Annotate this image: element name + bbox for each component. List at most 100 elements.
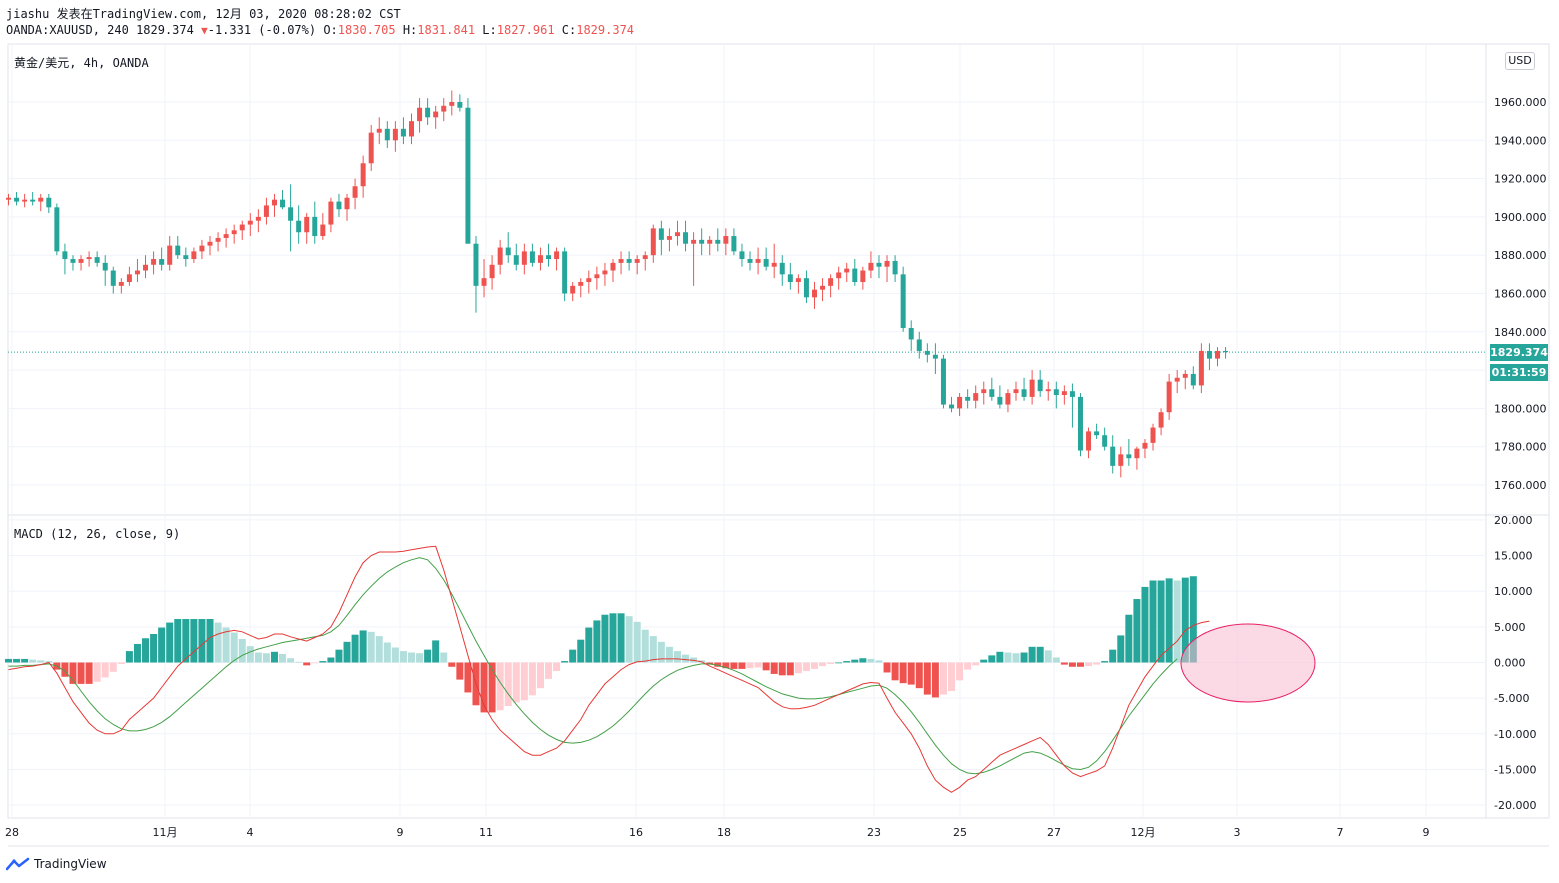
histogram-bar — [827, 662, 835, 664]
macd-tick-label: 20.000 — [1494, 514, 1533, 527]
histogram-bar — [964, 662, 972, 670]
histogram-bar — [166, 622, 174, 663]
publish-info: jiashu 发表在TradingView.com, 12月 03, 2020 … — [6, 7, 401, 21]
time-tick-label: 7 — [1337, 826, 1344, 839]
highlight-ellipse — [1180, 623, 1316, 703]
candle-body — [570, 285, 576, 294]
candle-body — [747, 259, 753, 263]
time-tick-label: 9 — [397, 826, 404, 839]
candle-body — [215, 237, 221, 242]
candle-body — [965, 396, 971, 401]
histogram-bar — [456, 662, 464, 680]
histogram-bar — [270, 651, 278, 663]
candle-body — [860, 270, 866, 283]
candle-body — [521, 251, 527, 265]
currency-badge[interactable]: USD — [1505, 52, 1535, 70]
candle-body — [328, 201, 334, 225]
candle-body — [417, 107, 423, 122]
time-tick-label: 16 — [629, 826, 643, 839]
histogram-bar — [133, 643, 141, 663]
bar-countdown-tag: 01:31:59 — [1490, 364, 1548, 381]
symbol-interval: OANDA:XAUUSD, 240 — [6, 23, 129, 37]
histogram-bar — [625, 616, 633, 663]
macd-line — [8, 545, 1210, 793]
candle-body — [304, 216, 310, 233]
histogram-bar — [432, 640, 440, 663]
candle-body — [892, 260, 898, 275]
candle-body — [126, 274, 132, 283]
candle-body — [223, 234, 229, 238]
histogram-bar — [391, 647, 399, 663]
histogram-bar — [617, 613, 625, 663]
signal-line — [8, 557, 1178, 775]
histogram-bar — [206, 619, 214, 663]
histogram-bar — [915, 662, 923, 689]
histogram-bar — [746, 662, 754, 669]
histogram-bar — [722, 662, 730, 669]
candle-body — [820, 285, 826, 290]
tradingview-logo[interactable]: TradingView — [6, 857, 107, 871]
ohlc-legend: OANDA:XAUUSD, 240 1829.374 ▼-1.331 (-0.0… — [6, 23, 634, 37]
candle-body — [384, 128, 390, 141]
candle-body — [1021, 389, 1027, 397]
price-tick-label: 1780.000 — [1494, 441, 1547, 454]
histogram-bar — [1068, 662, 1076, 667]
macd-tick-label: 10.000 — [1494, 585, 1533, 598]
histogram-bar — [375, 636, 383, 663]
histogram-bar — [980, 659, 988, 663]
candle-body — [537, 255, 543, 263]
histogram-bar — [512, 662, 520, 703]
candle-body — [465, 107, 471, 244]
candle-body — [844, 268, 850, 273]
histogram-bar — [561, 661, 569, 663]
histogram-bar — [794, 662, 802, 674]
histogram-bar — [198, 619, 206, 663]
histogram-bar — [1189, 576, 1197, 663]
tradingview-logo-icon — [6, 857, 30, 871]
candle-body — [86, 257, 92, 260]
histogram-bar — [899, 662, 907, 684]
histogram-bar — [1173, 580, 1181, 663]
candle-body — [795, 278, 801, 283]
last-price: 1829.374 — [136, 23, 194, 37]
candle-body — [1118, 454, 1124, 466]
candle-body — [102, 262, 108, 271]
time-tick-label: 11月 — [153, 826, 178, 839]
candle-body — [271, 199, 277, 206]
candle-body — [1053, 389, 1059, 395]
histogram-bar — [142, 638, 150, 663]
histogram-bar — [1085, 662, 1093, 667]
candle-body — [779, 262, 785, 275]
histogram-bar — [1101, 661, 1109, 663]
price-tick-label: 1800.000 — [1494, 402, 1547, 415]
candle-body — [1013, 389, 1019, 394]
histogram-bar — [351, 634, 359, 663]
histogram-bar — [150, 633, 158, 663]
histogram-bar — [891, 662, 899, 681]
candle-body — [787, 274, 793, 283]
high-label: H: — [402, 23, 418, 37]
histogram-bar — [585, 627, 593, 663]
histogram-bar — [1052, 657, 1060, 663]
candle-body — [425, 107, 431, 118]
histogram-bar — [633, 621, 641, 663]
histogram-bar — [335, 649, 343, 663]
macd-tick-label: 15.000 — [1494, 550, 1533, 563]
histogram-bar — [730, 662, 738, 669]
histogram-bar — [682, 654, 690, 663]
histogram-bar — [811, 662, 818, 669]
candle-body — [62, 251, 68, 260]
candle-body — [336, 201, 342, 210]
macd-tick-label: -15.000 — [1494, 763, 1536, 776]
histogram-bar — [996, 651, 1004, 663]
histogram-bar — [359, 630, 367, 663]
histogram-bar — [254, 652, 262, 663]
candle-body — [1190, 373, 1196, 386]
time-tick-label: 28 — [5, 826, 19, 839]
time-tick-label: 11 — [479, 826, 493, 839]
candle-body — [642, 255, 648, 260]
histogram-bar — [714, 662, 722, 667]
candle-body — [22, 199, 28, 202]
candle-body — [691, 239, 697, 244]
